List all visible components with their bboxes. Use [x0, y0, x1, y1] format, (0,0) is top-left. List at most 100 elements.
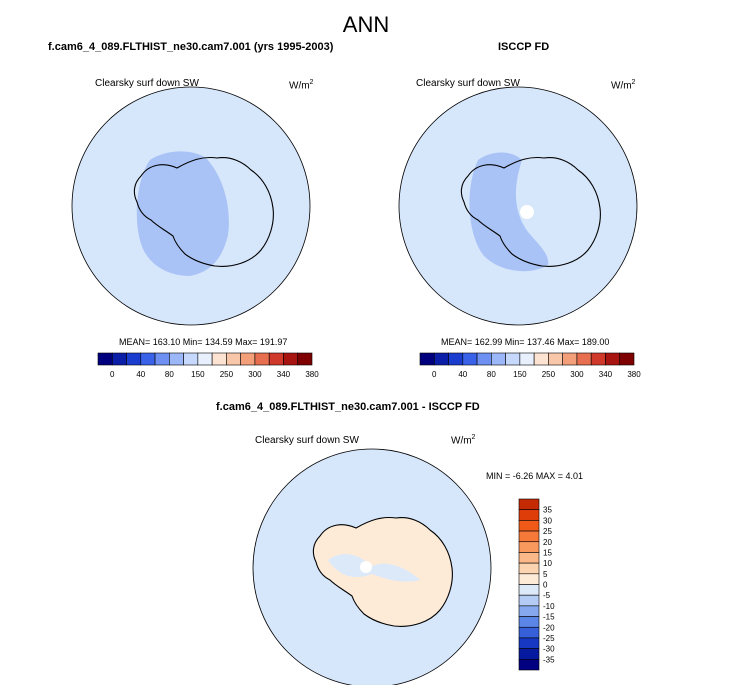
panel-2-colorbar-box	[476, 352, 492, 366]
panel-1-colorbar-tick-label: 250	[220, 370, 234, 379]
panel-1-colorbar-box	[226, 352, 241, 366]
panel-1-colorbar-box	[140, 352, 156, 366]
panel-2-colorbar-box	[619, 352, 635, 366]
panel-2-colorbar-tick-label: 380	[627, 370, 641, 379]
panel-2-colorbar-tick-label: 150	[513, 370, 527, 379]
panel-2-colorbar-tick-label: 340	[599, 370, 613, 379]
panel-2-ocean	[398, 86, 638, 326]
panel-2-low-region	[469, 152, 549, 272]
panel-2-colorbar-box	[491, 352, 506, 366]
panel-1-colorbar-box	[254, 352, 270, 366]
panel-3-colorbar-tick-label: -35	[543, 655, 555, 664]
panel-3-colorbar-box	[518, 509, 540, 521]
panel-2-colorbar-box	[576, 352, 592, 366]
panel-3-colorbar-box	[518, 616, 540, 628]
panel-3-colorbar-tick-label: -25	[543, 634, 555, 643]
panel-2-colorbar-box	[462, 352, 478, 366]
panel-2-colorbar-box	[433, 352, 449, 366]
panel-1-colorbar-box	[240, 352, 256, 366]
panel-3-colorbar-tick-label: 15	[543, 548, 552, 557]
panel-1-title: f.cam6_4_089.FLTHIST_ne30.cam7.001 (yrs …	[48, 41, 334, 53]
panel-2-colorbar-box	[519, 352, 535, 366]
panel-3-units: W/m2	[451, 434, 475, 446]
panel-1-low-region	[136, 151, 229, 276]
colorbars: 0 40 80 150 250 300 340 380 0 40 80 150 250 300 340 380…	[97, 352, 641, 671]
panel-1-colorbar-box	[297, 352, 313, 366]
panel-3-colorbar-box	[518, 498, 540, 510]
panel-2-title: ISCCP FD	[498, 41, 550, 53]
panel-2-units-text: W/m	[611, 80, 632, 92]
panel-1-colorbar-tick-label: 380	[305, 370, 319, 379]
panel-2-stats: MEAN= 162.99 Min= 137.46 Max= 189.00	[441, 337, 610, 347]
panel-1-colorbar-box	[183, 352, 199, 366]
panel-1-units-exp: 2	[309, 79, 314, 86]
panel-2-map	[398, 86, 638, 326]
panel-3-colorbar-tick-label: -5	[543, 591, 551, 600]
panel-3-colorbar-box	[518, 530, 540, 543]
panel-2-colorbar-tick-label: 0	[432, 370, 437, 379]
panel-3-colorbar-box	[518, 541, 540, 553]
panel-1-stats: MEAN= 163.10 Min= 134.59 Max= 191.97	[119, 337, 288, 347]
panel-2-colorbar-tick-label: 300	[570, 370, 584, 379]
panel-3-colorbar-box	[518, 520, 540, 532]
panel-3-colorbar-box	[518, 562, 540, 575]
panel-1-map	[71, 86, 311, 326]
panel-2-colorbar-box	[419, 352, 435, 366]
panel-3-colorbar-tick-label: 5	[543, 570, 548, 579]
panel-3-colorbar-tick-label: 20	[543, 538, 552, 547]
panel-3-colorbar-tick-label: -30	[543, 645, 555, 654]
panel-1-colorbar-tick-label: 300	[248, 370, 262, 379]
panel-3-colorbar-box	[518, 605, 540, 617]
panel-2-colorbar-box	[605, 352, 621, 366]
page-title: ANN	[342, 12, 390, 37]
panel-2-variable: Clearsky surf down SW	[416, 78, 520, 89]
panel-2-colorbar-box	[590, 352, 606, 366]
panel-1-colorbar-box	[154, 352, 170, 366]
panel-2-colorbar-box	[562, 352, 578, 366]
panel-3-colorbar-tick-label: 30	[543, 516, 552, 525]
panel-3-colorbar-box	[518, 552, 540, 564]
panel-3-units-exp: 2	[471, 434, 476, 441]
panel-3-colorbar-tick-label: 10	[543, 559, 552, 568]
panel-1-colorbar-box	[211, 352, 227, 366]
panel-1-colorbar-tick-label: 150	[191, 370, 205, 379]
panel-1-colorbar-box	[111, 352, 127, 366]
panel-3-missing-pole	[360, 561, 372, 573]
panel-3-colorbar-box	[518, 626, 540, 639]
panel-1-colorbar-box	[283, 352, 299, 366]
panel-1-colorbar-box	[268, 352, 284, 366]
panel-3-colorbar-tick-label: 35	[543, 506, 552, 515]
panel-1-colorbar-box	[126, 352, 142, 366]
panel-1-colorbar-tick-label: 340	[277, 370, 291, 379]
panel-2-colorbar-box	[505, 352, 521, 366]
panel-1-colorbar-box	[197, 352, 213, 366]
panel-1-variable: Clearsky surf down SW	[95, 78, 199, 89]
panel-2-colorbar-tick-label: 40	[458, 370, 467, 379]
panel-3-stats: MIN = -6.26 MAX = 4.01	[486, 471, 584, 481]
panel-3-variable: Clearsky surf down SW	[255, 435, 359, 446]
panel-1-colorbar-tick-label: 40	[136, 370, 145, 379]
panel-1-colorbar-box	[97, 352, 113, 366]
panel-3-colorbar-tick-label: -15	[543, 613, 555, 622]
panel-3-units-text: W/m	[451, 435, 472, 447]
panel-3-colorbar-tick-label: -10	[543, 602, 555, 611]
panel-3-colorbar-box	[518, 573, 540, 585]
panel-2-colorbar-box	[533, 352, 549, 366]
panel-3-colorbar-box	[518, 648, 540, 660]
panel-1-units: W/m2	[289, 79, 313, 91]
panel-2-colorbar-tick-label: 250	[542, 370, 556, 379]
panel-2-colorbar-tick-label: 80	[487, 370, 496, 379]
panel-3-map	[252, 448, 492, 685]
panel-2-units: W/m2	[611, 79, 635, 91]
panel-3-colorbar-box	[518, 584, 540, 596]
panel-3-colorbar-box	[518, 637, 540, 649]
panel-1-units-text: W/m	[289, 80, 310, 92]
panel-3-negative-region	[328, 553, 420, 582]
panel-2-colorbar-box	[548, 352, 563, 366]
panel-2-missing-pole	[520, 205, 534, 219]
panel-3-colorbar-box	[518, 594, 540, 607]
panel-1-colorbar-box	[169, 352, 184, 366]
panel-3-colorbar-box	[518, 659, 540, 671]
panel-2-units-exp: 2	[631, 79, 636, 86]
